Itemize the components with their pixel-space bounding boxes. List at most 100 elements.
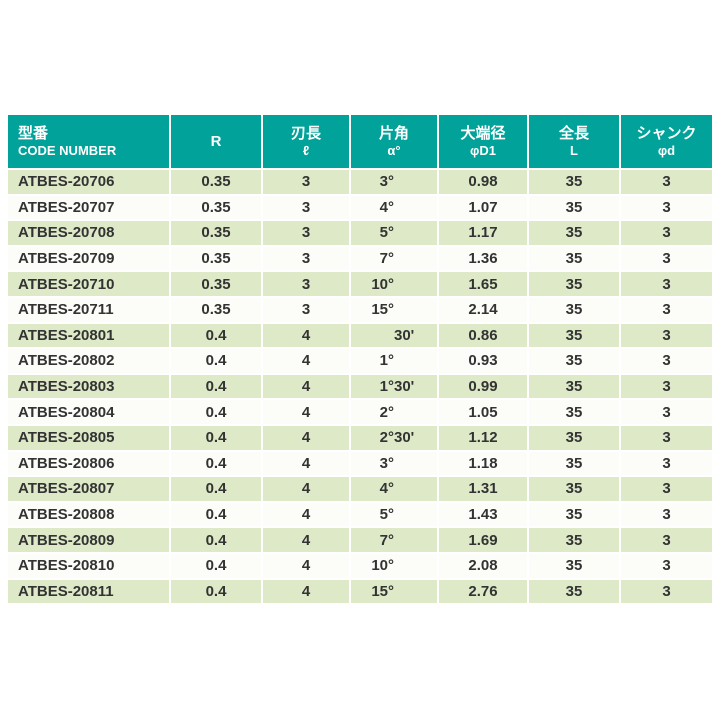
cell-flute_length: 3 (262, 169, 351, 196)
cell-half_angle: 15° (350, 578, 439, 606)
cell-half_angle: 7° (350, 245, 439, 273)
cell-flute_length: 3 (262, 296, 351, 324)
angle-degrees: 3° (379, 454, 394, 472)
cell-overall_length: 35 (528, 527, 621, 554)
cell-half_angle: 10° (350, 271, 439, 298)
angle-degrees: 3° (379, 173, 394, 191)
cell-flute_length: 3 (262, 220, 351, 247)
column-label: R (210, 132, 222, 150)
cell-large_end_dia: 0.86 (438, 322, 529, 350)
header-row: 型番 CODE NUMBER R 刃長 ℓ 片角 α° 大端径 φD1 全長 L シャンク φd (8, 115, 712, 170)
cell-shank_dia: 3 (620, 271, 712, 298)
column-label: 刃長 (290, 124, 321, 142)
table-row: ATBES-20809 0.4 4 7° 1.69 35 3 (8, 527, 712, 554)
cell-half_angle: 15° (350, 296, 439, 324)
cell-half_angle: 10° (350, 552, 439, 580)
cell-flute_length: 4 (262, 501, 351, 529)
cell-r: 0.35 (170, 245, 263, 273)
angle-minutes: 30' (394, 429, 415, 447)
cell-large_end_dia: 1.36 (438, 245, 529, 273)
cell-flute_length: 4 (262, 424, 351, 452)
cell-r: 0.4 (170, 399, 263, 426)
angle-degrees: 1° (379, 378, 394, 396)
cell-overall_length: 35 (528, 296, 621, 324)
cell-code: ATBES-20803 (8, 373, 171, 401)
cell-overall_length: 35 (528, 552, 621, 580)
angle-degrees: 10° (371, 275, 394, 293)
cell-shank_dia: 3 (620, 373, 712, 401)
cell-overall_length: 35 (528, 399, 621, 426)
cell-code: ATBES-20802 (8, 348, 171, 375)
cell-r: 0.35 (170, 220, 263, 247)
table-row: ATBES-20709 0.35 3 7° 1.36 35 3 (8, 245, 712, 273)
cell-half_angle: 2°30' (350, 424, 439, 452)
cell-shank_dia: 3 (620, 348, 712, 375)
cell-code: ATBES-20811 (8, 578, 171, 606)
column-label: 片角 (378, 124, 409, 142)
cell-large_end_dia: 1.05 (438, 399, 529, 426)
column-header-flute_length: 刃長 ℓ (262, 115, 351, 170)
column-header-r: R (170, 115, 263, 170)
cell-overall_length: 35 (528, 424, 621, 452)
cell-overall_length: 35 (528, 322, 621, 350)
cell-large_end_dia: 1.07 (438, 194, 529, 222)
table-row: ATBES-20707 0.35 3 4° 1.07 35 3 (8, 194, 712, 222)
cell-shank_dia: 3 (620, 450, 712, 478)
angle-minutes: 30' (394, 378, 415, 396)
cell-shank_dia: 3 (620, 578, 712, 606)
cell-code: ATBES-20711 (8, 296, 171, 324)
column-header-overall_length: 全長 L (528, 115, 621, 170)
cell-code: ATBES-20804 (8, 399, 171, 426)
cell-half_angle: 5° (350, 220, 439, 247)
cell-half_angle: 3° (350, 450, 439, 478)
table-row: ATBES-20807 0.4 4 4° 1.31 35 3 (8, 476, 712, 503)
column-sublabel: φd (657, 143, 676, 159)
cell-r: 0.35 (170, 271, 263, 298)
cell-r: 0.35 (170, 296, 263, 324)
cell-flute_length: 3 (262, 271, 351, 298)
table-body: ATBES-20706 0.35 3 3° 0.98 35 3 ATBES-20707 0.35… (8, 169, 712, 606)
cell-flute_length: 4 (262, 399, 351, 426)
cell-flute_length: 4 (262, 373, 351, 401)
table-row: ATBES-20808 0.4 4 5° 1.43 35 3 (8, 501, 712, 529)
cell-large_end_dia: 2.08 (438, 552, 529, 580)
angle-degrees: 2° (379, 429, 394, 447)
cell-overall_length: 35 (528, 578, 621, 606)
cell-half_angle: 5° (350, 501, 439, 529)
cell-large_end_dia: 0.99 (438, 373, 529, 401)
column-header-code: 型番 CODE NUMBER (8, 115, 171, 170)
column-label: 大端径 (460, 124, 506, 142)
cell-code: ATBES-20707 (8, 194, 171, 222)
cell-half_angle: 1°30' (350, 373, 439, 401)
table-row: ATBES-20806 0.4 4 3° 1.18 35 3 (8, 450, 712, 478)
cell-shank_dia: 3 (620, 220, 712, 247)
cell-code: ATBES-20706 (8, 169, 171, 196)
cell-large_end_dia: 0.98 (438, 169, 529, 196)
cell-r: 0.4 (170, 322, 263, 350)
cell-r: 0.4 (170, 578, 263, 606)
cell-flute_length: 4 (262, 450, 351, 478)
column-sublabel: L (570, 143, 578, 159)
column-label: 型番 (18, 124, 49, 142)
table-row: ATBES-20810 0.4 4 10° 2.08 35 3 (8, 552, 712, 580)
cell-half_angle: 1° (350, 348, 439, 375)
cell-large_end_dia: 1.69 (438, 527, 529, 554)
table-row: ATBES-20708 0.35 3 5° 1.17 35 3 (8, 220, 712, 247)
table-row: ATBES-20802 0.4 4 1° 0.93 35 3 (8, 348, 712, 375)
table-row: ATBES-20804 0.4 4 2° 1.05 35 3 (8, 399, 712, 426)
angle-degrees: 2° (379, 403, 394, 421)
cell-half_angle: 4° (350, 194, 439, 222)
cell-overall_length: 35 (528, 194, 621, 222)
table-row: ATBES-20801 0.4 4 30' 0.86 35 3 (8, 322, 712, 350)
cell-code: ATBES-20807 (8, 476, 171, 503)
cell-large_end_dia: 2.76 (438, 578, 529, 606)
cell-r: 0.4 (170, 527, 263, 554)
spec-table: 型番 CODE NUMBER R 刃長 ℓ 片角 α° 大端径 φD1 全長 L シャンク φd ATB… (8, 115, 712, 606)
angle-degrees: 10° (371, 557, 394, 575)
cell-overall_length: 35 (528, 348, 621, 375)
table-row: ATBES-20710 0.35 3 10° 1.65 35 3 (8, 271, 712, 298)
cell-code: ATBES-20801 (8, 322, 171, 350)
cell-flute_length: 4 (262, 348, 351, 375)
cell-large_end_dia: 1.18 (438, 450, 529, 478)
